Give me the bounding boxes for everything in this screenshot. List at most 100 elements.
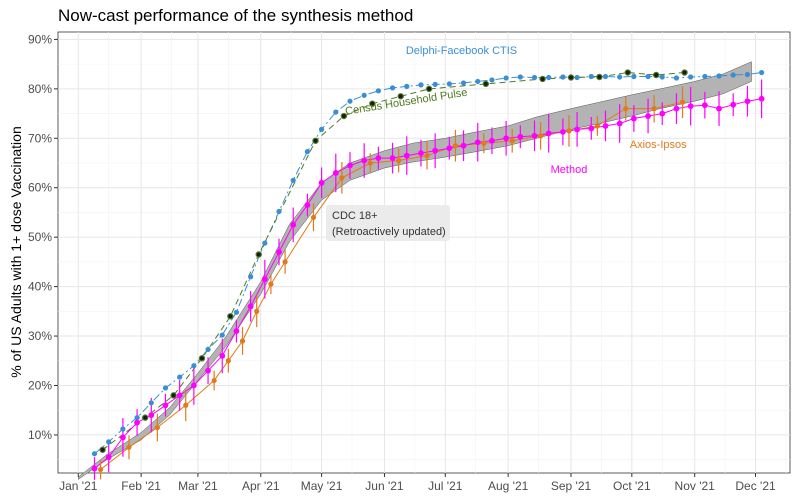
method-point: [304, 202, 311, 208]
axios-ipsos-point: [339, 175, 345, 181]
cdc-label-line2: (Retroactively updated): [332, 226, 446, 238]
census-household-pulse-point: [141, 414, 149, 421]
axios-ipsos-point: [211, 377, 217, 384]
axios-ipsos-point: [126, 444, 132, 450]
delphi-facebook-ctis-point: [560, 74, 566, 80]
census-household-pulse-point: [99, 446, 106, 453]
method-point: [687, 103, 694, 110]
census-household-pulse-point: [425, 85, 433, 93]
axios-ipsos-point: [254, 308, 260, 314]
axios-ipsos-point: [679, 99, 686, 105]
method-point: [361, 157, 368, 164]
delphi-facebook-ctis-point: [531, 74, 538, 81]
x-tick-label: Nov '21: [675, 479, 716, 493]
delphi-facebook-ctis-point: [91, 451, 98, 457]
method-point: [119, 434, 126, 441]
y-tick-label: 80%: [28, 82, 52, 96]
delphi-facebook-ctis-point: [148, 400, 154, 406]
delphi-facebook-ctis-point: [191, 363, 197, 369]
delphi-facebook-ctis-point: [645, 73, 651, 80]
method-point: [574, 126, 580, 133]
method-point: [474, 139, 481, 146]
y-tick-label: 70%: [28, 131, 52, 145]
method-point: [233, 328, 240, 335]
method-point: [730, 101, 737, 108]
method-point: [758, 95, 765, 102]
delphi-facebook-ctis-point: [177, 374, 183, 380]
y-tick-label: 30%: [28, 329, 52, 343]
cdc-band-layer: [78, 61, 752, 480]
delphi-facebook-ctis-point: [404, 83, 410, 89]
delphi-facebook-ctis-point: [631, 73, 637, 80]
method-point: [545, 130, 552, 137]
census-household-pulse-point: [567, 74, 575, 81]
delphi-facebook-ctis-point: [304, 149, 311, 155]
y-tick-label: 20%: [28, 378, 52, 392]
x-tick-label: Dec '21: [735, 479, 776, 493]
axios-ipsos-point: [651, 106, 657, 112]
method-point: [247, 303, 254, 310]
delphi-facebook-ctis-point: [503, 75, 509, 81]
delphi-facebook-ctis-point: [730, 72, 736, 78]
delphi-facebook-ctis-point: [290, 177, 296, 183]
delphi-facebook-ctis-point: [588, 73, 594, 80]
delphi-facebook-ctis-point: [219, 332, 225, 338]
delphi-facebook-ctis-point: [602, 73, 609, 80]
method-point: [531, 132, 538, 139]
axios-ipsos-point: [424, 152, 430, 159]
method-point: [517, 133, 524, 140]
x-tick-label: Jan '21: [59, 479, 98, 493]
method-point: [645, 113, 651, 119]
delphi-facebook-ctis-point: [375, 88, 381, 94]
method-point: [588, 125, 595, 132]
axios-ipsos-point: [481, 140, 487, 146]
axios-ipsos-point: [594, 123, 600, 129]
method-point: [446, 145, 453, 152]
method-point: [744, 98, 751, 105]
x-tick-label: Aug '21: [488, 479, 529, 493]
method-point: [318, 179, 325, 186]
census-household-pulse-point: [312, 137, 319, 144]
axios-ipsos-point: [239, 338, 246, 344]
census-household-pulse-point: [170, 392, 177, 399]
x-tick-label: Mar '21: [178, 479, 218, 493]
method-point: [219, 352, 226, 359]
delphi-facebook-ctis-point: [673, 75, 680, 81]
annotation-method: Method: [551, 164, 588, 176]
method-point: [460, 142, 467, 149]
delphi-facebook-ctis-point: [333, 109, 339, 115]
method-point: [489, 137, 495, 144]
method-point: [673, 105, 680, 112]
axios-ipsos-point: [509, 138, 515, 144]
delphi-facebook-ctis-point: [759, 69, 765, 76]
cdc-band: [78, 61, 752, 480]
census-household-pulse-point: [340, 112, 348, 120]
x-tick-label: Sep '21: [551, 479, 592, 493]
method-point: [261, 276, 268, 283]
method-point: [134, 419, 140, 426]
census-household-pulse-point: [652, 71, 660, 79]
census-household-pulse-point: [539, 75, 546, 83]
delphi-facebook-ctis-point: [546, 74, 552, 81]
axios-ipsos-point: [282, 259, 288, 265]
census-household-pulse-point: [681, 69, 688, 76]
delphi-facebook-ctis-point: [162, 385, 169, 391]
axios-ipsos-point: [154, 424, 160, 431]
delphi-facebook-ctis-point: [319, 126, 325, 132]
delphi-facebook-ctis-point: [460, 80, 467, 86]
y-tick-label: 40%: [28, 280, 52, 294]
y-tick-label: 90%: [28, 32, 52, 46]
census-household-pulse-point: [227, 313, 234, 320]
method-point: [616, 120, 623, 127]
census-household-pulse-point: [596, 73, 603, 81]
cdc-label: CDC 18+ (Retroactively updated): [326, 205, 450, 241]
method-point: [148, 412, 155, 419]
census-household-pulse-point: [624, 69, 631, 76]
cdc-label-line1: CDC 18+: [332, 210, 378, 222]
census-household-pulse-point: [255, 251, 262, 258]
y-tick-label: 60%: [28, 181, 52, 195]
annotation-axios: Axios-Ipsos: [630, 139, 687, 151]
y-axis-title: % of US Adults with 1+ dose Vaccination: [8, 126, 24, 378]
method-point: [347, 162, 353, 169]
census-household-pulse-point: [198, 355, 206, 362]
